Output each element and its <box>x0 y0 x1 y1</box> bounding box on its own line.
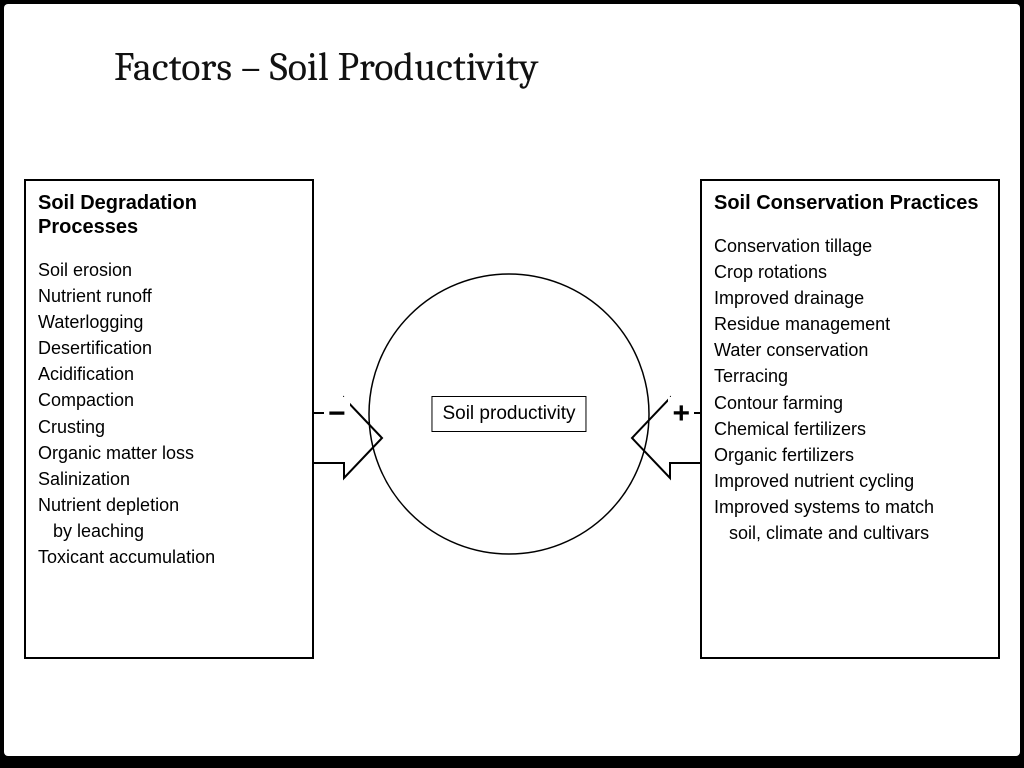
list-item: Nutrient depletion by leaching <box>38 492 300 544</box>
page-title: Factors – Soil Productivity <box>114 44 538 90</box>
list-item: Acidification <box>38 361 300 387</box>
list-item: Water conservation <box>714 337 986 363</box>
right-box: Soil Conservation Practices Conservation… <box>700 179 1000 659</box>
list-item: Crusting <box>38 414 300 440</box>
list-item: Waterlogging <box>38 309 300 335</box>
list-item: Nutrient runoff <box>38 283 300 309</box>
slide: Factors – Soil Productivity Soil Degrada… <box>4 4 1020 756</box>
list-item: Residue management <box>714 311 986 337</box>
list-item: Terracing <box>714 363 986 389</box>
list-item: Improved systems to match soil, climate … <box>714 494 986 546</box>
left-box-title: Soil Degradation Processes <box>38 191 300 239</box>
center-label: Soil productivity <box>431 396 586 432</box>
soil-productivity-diagram: Soil Degradation Processes Soil erosionN… <box>24 179 1000 696</box>
list-item: Crop rotations <box>714 259 986 285</box>
list-item: Contour farming <box>714 390 986 416</box>
list-item: Organic matter loss <box>38 440 300 466</box>
list-item: Conservation tillage <box>714 233 986 259</box>
list-item: Improved nutrient cycling <box>714 468 986 494</box>
plus-sign: + <box>668 397 694 431</box>
list-item: Organic fertilizers <box>714 442 986 468</box>
list-item: Soil erosion <box>38 257 300 283</box>
list-item: Toxicant accumulation <box>38 544 300 570</box>
right-box-items: Conservation tillageCrop rotationsImprov… <box>714 233 986 546</box>
left-box-items: Soil erosionNutrient runoffWaterloggingD… <box>38 257 300 570</box>
list-item: Salinization <box>38 466 300 492</box>
list-item: Desertification <box>38 335 300 361</box>
center-ellipse: − + Soil productivity <box>364 269 654 559</box>
left-box: Soil Degradation Processes Soil erosionN… <box>24 179 314 659</box>
right-box-title: Soil Conservation Practices <box>714 191 986 215</box>
list-item: Compaction <box>38 387 300 413</box>
list-item: Improved drainage <box>714 285 986 311</box>
list-item: Chemical fertilizers <box>714 416 986 442</box>
minus-sign: − <box>324 397 350 431</box>
